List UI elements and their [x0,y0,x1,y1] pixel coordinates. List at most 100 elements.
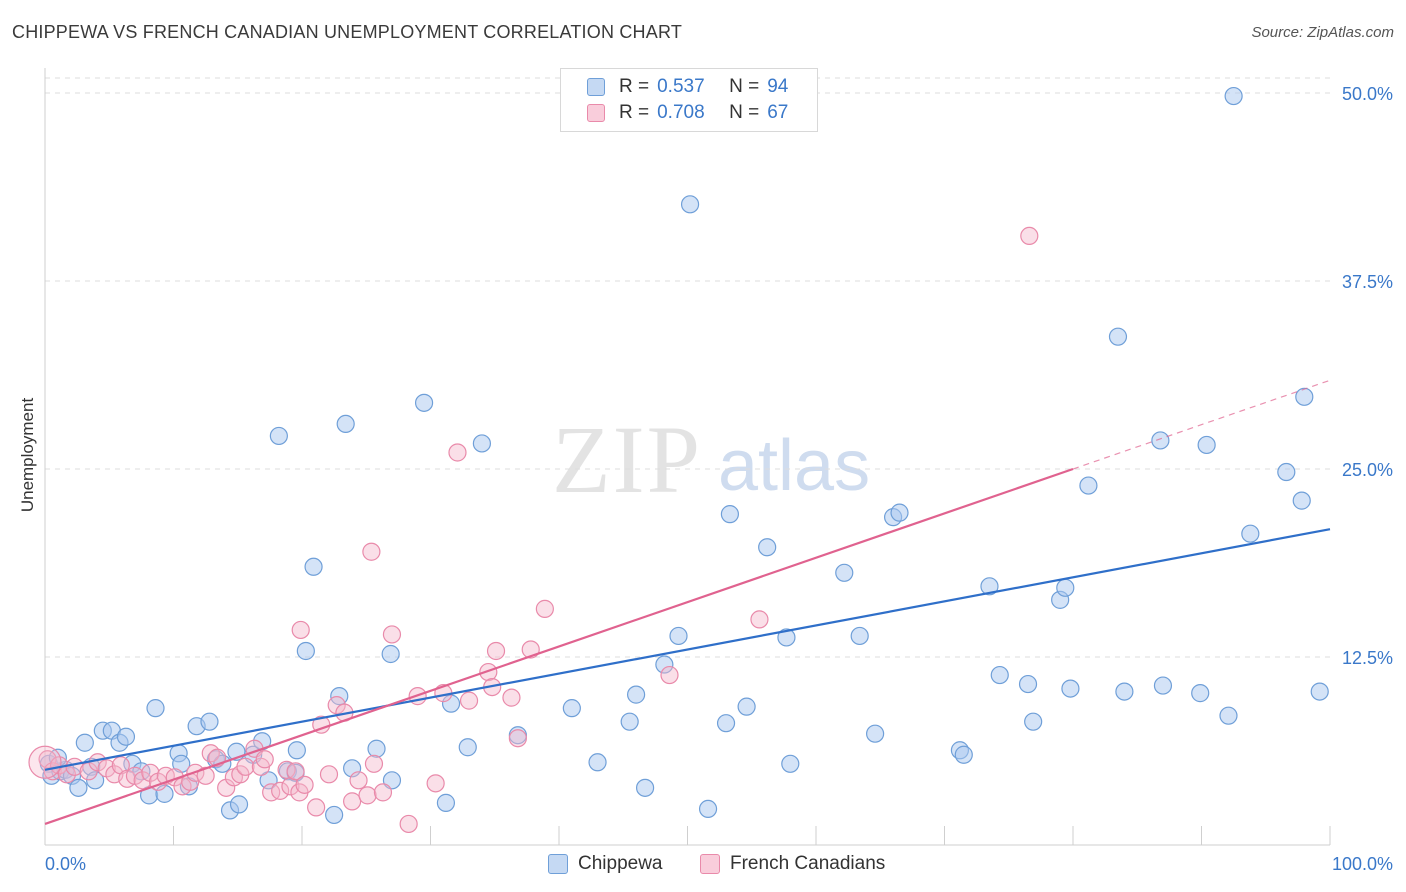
french-point [750,610,769,629]
legend-n-value: 94 [767,76,789,97]
chippewa-point [1108,327,1128,346]
chippewa-point [954,745,973,764]
chippewa-point [1295,387,1314,406]
watermark-atlas: atlas [718,426,870,506]
french-point [1020,226,1039,246]
french-point [535,599,554,618]
french-point [373,783,393,802]
series-french-canadians [28,226,1039,834]
chippewa-point [296,641,315,661]
chippewa-point [716,714,736,733]
legend-label-chippewa: Chippewa [578,853,663,874]
french-point [327,696,346,715]
chippewa-point [414,393,434,412]
french-point [319,765,339,784]
chippewa-point [1024,712,1043,731]
french-point [28,745,62,779]
chippewa-point [287,741,306,760]
chippewa-point [1191,684,1210,703]
legend-item-chippewa: Chippewa [548,851,663,877]
french-point [236,757,255,776]
chippewa-point [1115,682,1134,701]
french-point [486,641,506,661]
watermark: ZIP atlas [552,406,870,513]
legend-r-label: R = [619,102,650,123]
source-credit: Source: ZipAtlas.com [1251,24,1394,41]
legend-row-chippewa: R = 0.537 N = 94 [587,75,788,99]
chippewa-point [1224,86,1243,106]
chippewa-point [680,195,700,214]
french-point [358,786,377,805]
chippewa-point [562,699,581,718]
french-point [295,775,314,794]
chart-title: CHIPPEWA VS FRENCH CANADIAN UNEMPLOYMENT… [12,22,683,42]
french-trend-line [44,467,1074,825]
chippewa-point [720,505,740,524]
french-point [286,762,305,781]
french-point [399,814,418,834]
legend-item-french: French Canadians [700,851,885,877]
chippewa-swatch [587,78,605,96]
chippewa-point [1310,682,1329,701]
chippewa-point [269,426,288,446]
chippewa-point [1018,674,1038,694]
french-trend-extension [1072,379,1331,470]
chippewa-point [737,697,756,716]
chippewa-point [229,795,249,814]
french-point [343,792,362,811]
chippewa-legend-swatch [548,854,568,874]
french-point [262,783,281,802]
french-point [196,766,215,785]
chippewa-point [458,738,477,757]
chippewa-point [1292,491,1311,510]
legend-label-french: French Canadians [730,853,886,874]
chippewa-point [588,753,607,772]
chippewa-point [472,434,491,453]
chippewa-point [304,557,323,576]
y-tick-label: 25.0% [1342,460,1393,480]
chippewa-point [1151,431,1170,450]
watermark-zip: ZIP [552,406,702,513]
chippewa-point [866,724,885,743]
legend-r-value: 0.708 [657,102,705,123]
french-point [426,774,445,793]
axes [44,68,1331,846]
french-point [448,443,467,462]
french-point [479,662,498,682]
chippewa-point [69,778,88,797]
chippewa-point [669,626,688,646]
y-tick-label: 37.5% [1342,272,1393,292]
chippewa-point [1079,476,1098,495]
chippewa-trend-line [44,528,1331,771]
chippewa-point [336,414,355,434]
legend-n-label: N = [729,102,760,123]
french-point [255,750,274,769]
x-tick-label-max: 100.0% [1332,854,1393,874]
french-point [271,781,290,800]
chippewa-point [381,644,400,664]
legend-r-label: R = [619,76,650,97]
chippewa-point [200,712,219,731]
french-point [307,798,326,817]
chippewa-point [1197,435,1216,455]
trend-lines [44,379,1331,825]
tick-labels: 12.5% 25.0% 37.5% 50.0% 0.0% 100.0% [45,84,1393,874]
chippewa-point [626,685,646,704]
french-point [508,729,527,748]
chippewa-point [146,699,165,718]
french-point [133,771,152,790]
legend-r-value: 0.537 [657,76,705,97]
correlation-legend: R = 0.537 N = 94 R = 0.708 N = 67 [560,68,818,132]
chippewa-point [367,739,386,758]
chippewa-point [86,771,105,790]
french-point [349,771,368,790]
chippewa-point [620,712,639,731]
chippewa-point [835,563,854,582]
legend-n-label: N = [729,76,760,97]
chippewa-point [325,805,344,825]
chippewa-point [758,538,777,557]
chippewa-point [698,799,718,819]
chippewa-point [1061,679,1080,698]
chippewa-point [382,771,402,790]
chippewa-point [850,626,869,646]
